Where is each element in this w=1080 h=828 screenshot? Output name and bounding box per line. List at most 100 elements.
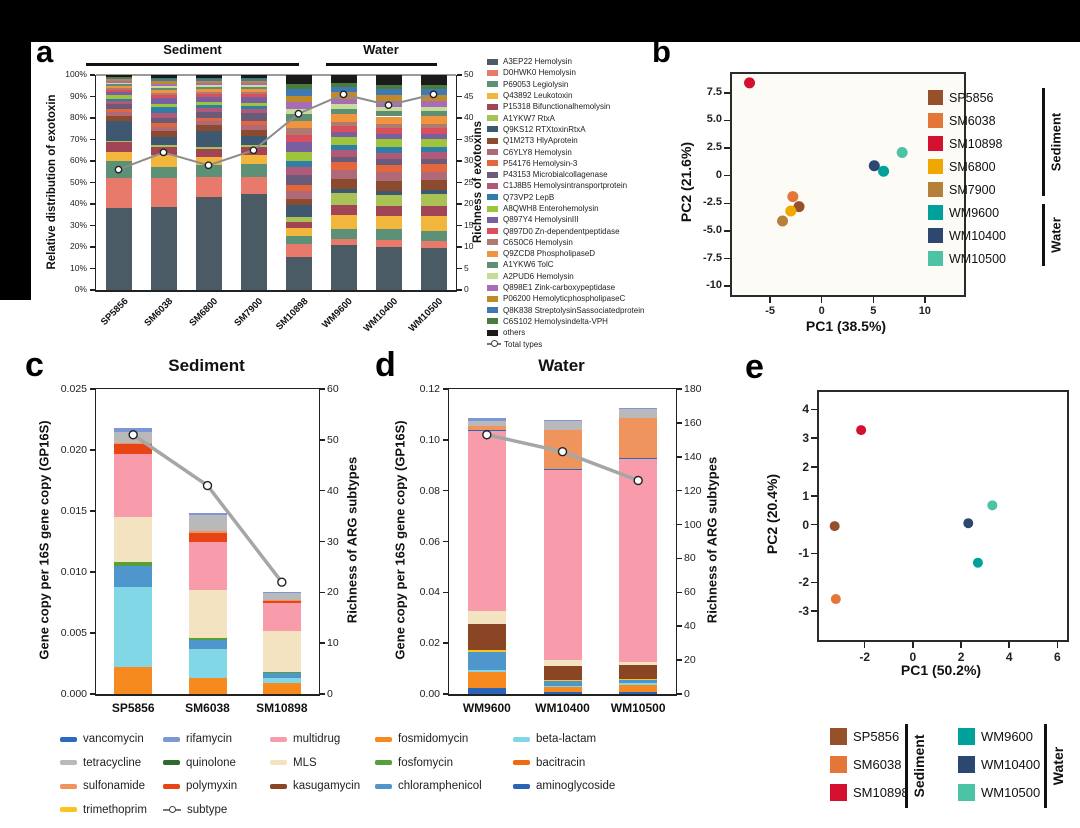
arg-legend-item-fosmidomycin: fosmidomycin bbox=[375, 733, 468, 745]
left-tick-mark bbox=[90, 224, 95, 227]
bar-segment-polymyxin bbox=[188, 532, 227, 542]
bar-segment-beta-lactam bbox=[467, 670, 506, 673]
right-tick-label: 0 bbox=[327, 688, 333, 700]
right-tick-mark bbox=[677, 659, 682, 661]
right-tick-label: 50 bbox=[464, 69, 474, 79]
legend-label: SM6038 bbox=[853, 756, 902, 772]
bar-segment-A1YKW6 TolC bbox=[150, 87, 177, 90]
bar-segment-Q9KS12 RTXtoxinRtxA bbox=[105, 121, 132, 141]
x-tick-mark bbox=[863, 642, 866, 648]
bar-segment-Q9KS12 RTXtoxinRtxA bbox=[195, 130, 222, 147]
legend-label: P43153 Microbialcollagenase bbox=[503, 170, 608, 180]
bar-segment-A1YKW6 TolC bbox=[240, 86, 267, 89]
x-category-label: SM6800 bbox=[187, 296, 221, 329]
glyph-circle bbox=[168, 805, 176, 813]
bar-segment-A3EP22 Hemolysin bbox=[375, 247, 402, 290]
bar-segment-Q897Y4 HemolysinIII bbox=[375, 133, 402, 140]
bar-segment-P54176 Hemolysin-3 bbox=[240, 120, 267, 125]
y-tick-mark bbox=[811, 610, 817, 612]
bar-segment-C6S102 Hemolysindelta-VPH bbox=[375, 84, 402, 90]
bar-segment-A1YKW7 RtxA bbox=[195, 146, 222, 149]
arg-legend-item-trimethoprim: trimethoprim bbox=[60, 804, 147, 816]
legend-label: P06200 HemolyticphospholipaseC bbox=[503, 294, 626, 304]
bar-segment-Q9ZCD8 PhospholipaseD bbox=[420, 116, 447, 124]
panel-e-water-bracket bbox=[1044, 724, 1047, 808]
bar-segment-P15318 Bifunctionalhemolysin bbox=[195, 148, 222, 158]
bar-segment-A1YKW7 RtxA bbox=[150, 145, 177, 148]
right-tick-mark bbox=[457, 74, 462, 76]
bar-segment-D0HWK0 Hemolysin bbox=[195, 176, 222, 197]
exotoxin-legend-item: A8QWH8 Enterohemolysin bbox=[487, 203, 644, 214]
bar-segment-P06200 HemolyticphospholipaseC bbox=[375, 94, 402, 102]
bar-segment-others bbox=[285, 75, 312, 84]
x-tick-mark bbox=[960, 642, 962, 648]
trend-line bbox=[132, 433, 284, 584]
bar-segment-P43153 Microbialcollagenase bbox=[240, 113, 267, 121]
right-tick-mark bbox=[320, 439, 325, 441]
bar-segment-sulfonamide bbox=[114, 442, 153, 444]
x-category-label: SM6038 bbox=[142, 296, 176, 329]
right-tick-label: 25 bbox=[464, 176, 474, 187]
legend-label: WM10400 bbox=[981, 756, 1041, 772]
bar-segment-trimethoprim bbox=[543, 680, 582, 682]
bar-segment-Q897D0 Zn-dependentpeptidase bbox=[195, 94, 222, 98]
stacked-bar-SP5856 bbox=[105, 75, 132, 290]
legend-label: SM7900 bbox=[949, 182, 996, 197]
legend-swatch bbox=[487, 115, 498, 122]
right-tick-label: 50 bbox=[327, 433, 339, 446]
trend-line-marker bbox=[204, 161, 213, 170]
bar-segment-others bbox=[240, 75, 267, 78]
arg-legend-item-vancomycin: vancomycin bbox=[60, 733, 144, 745]
left-tick-label: 50% bbox=[69, 176, 87, 187]
glyph-circle bbox=[490, 340, 498, 348]
panel-e-x-axis-title: PC1 (50.2%) bbox=[900, 662, 982, 678]
bar-segment-Q73VP2 LepB bbox=[285, 160, 312, 168]
legend-swatch bbox=[487, 137, 498, 144]
bar-segment-P54176 Hemolysin-3 bbox=[330, 162, 357, 170]
scatter-point-SM6800 bbox=[785, 205, 797, 217]
right-tick-mark bbox=[677, 456, 682, 458]
bar-segment-A2PUD6 Hemolysin bbox=[240, 84, 267, 87]
legend-swatch bbox=[487, 149, 498, 156]
sample-legend-item-SP5856: SP5856 bbox=[928, 86, 1006, 109]
y-tick-mark bbox=[724, 257, 730, 260]
legend-label: trimethoprim bbox=[83, 803, 147, 816]
left-tick-mark bbox=[90, 181, 95, 184]
bar-segment-multidrug bbox=[262, 602, 301, 631]
panel-b-legend: SP5856 SM6038 SM10898 SM6800 SM7900 WM9600 WM1… bbox=[928, 86, 1006, 270]
exotoxin-legend-item: Q898E1 Zink-carboxypeptidase bbox=[487, 282, 644, 293]
x-tick-label: 2 bbox=[957, 650, 965, 664]
x-category-label: WM9600 bbox=[320, 296, 356, 331]
bar-segment-A2PUD6 Hemolysin bbox=[195, 85, 222, 87]
right-tick-label: 20 bbox=[327, 586, 339, 599]
right-tick-label: 60 bbox=[684, 586, 696, 599]
left-tick-mark bbox=[90, 449, 95, 451]
panel-e-sediment-bracket-label: Sediment bbox=[911, 734, 927, 798]
left-tick-mark bbox=[443, 439, 448, 441]
trend-line-marker bbox=[429, 90, 438, 99]
left-tick-label: 10% bbox=[69, 262, 87, 273]
trend-line-marker bbox=[294, 109, 303, 118]
legend-label: D0HWK0 Hemolysin bbox=[503, 68, 576, 78]
panel-a-label: a bbox=[36, 34, 54, 69]
right-tick-mark bbox=[320, 388, 325, 390]
bar-segment-polymyxin bbox=[262, 601, 301, 603]
left-tick-label: 100% bbox=[65, 69, 87, 79]
bar-segment-A1YKW6 TolC bbox=[105, 84, 132, 86]
right-tick-mark bbox=[677, 489, 682, 492]
bar-segment-C6S102 Hemolysindelta-VPH bbox=[330, 82, 357, 88]
bar-segment-others bbox=[195, 75, 222, 78]
x-category-label: SM6038 bbox=[185, 701, 230, 715]
bar-segment-A8QWH8 Enterohemolysin bbox=[240, 102, 267, 106]
x-tick-mark bbox=[872, 297, 874, 303]
right-tick-mark bbox=[457, 224, 462, 227]
left-tick-label: 0.06 bbox=[419, 535, 440, 548]
scatter-point-layer bbox=[744, 77, 908, 227]
x-tick-label: 0 bbox=[909, 650, 917, 664]
arg-legend-item-aminoglycoside: aminoglycoside bbox=[513, 780, 615, 792]
legend-label: quinolone bbox=[186, 756, 236, 769]
bar-segment-Q8K838 StreptolysinSassociatedprotein bbox=[285, 89, 312, 96]
arg-legend-item-chloramphenicol: chloramphenicol bbox=[375, 780, 482, 792]
legend-swatch bbox=[487, 81, 498, 88]
legend-label: fosfomycin bbox=[398, 756, 453, 769]
